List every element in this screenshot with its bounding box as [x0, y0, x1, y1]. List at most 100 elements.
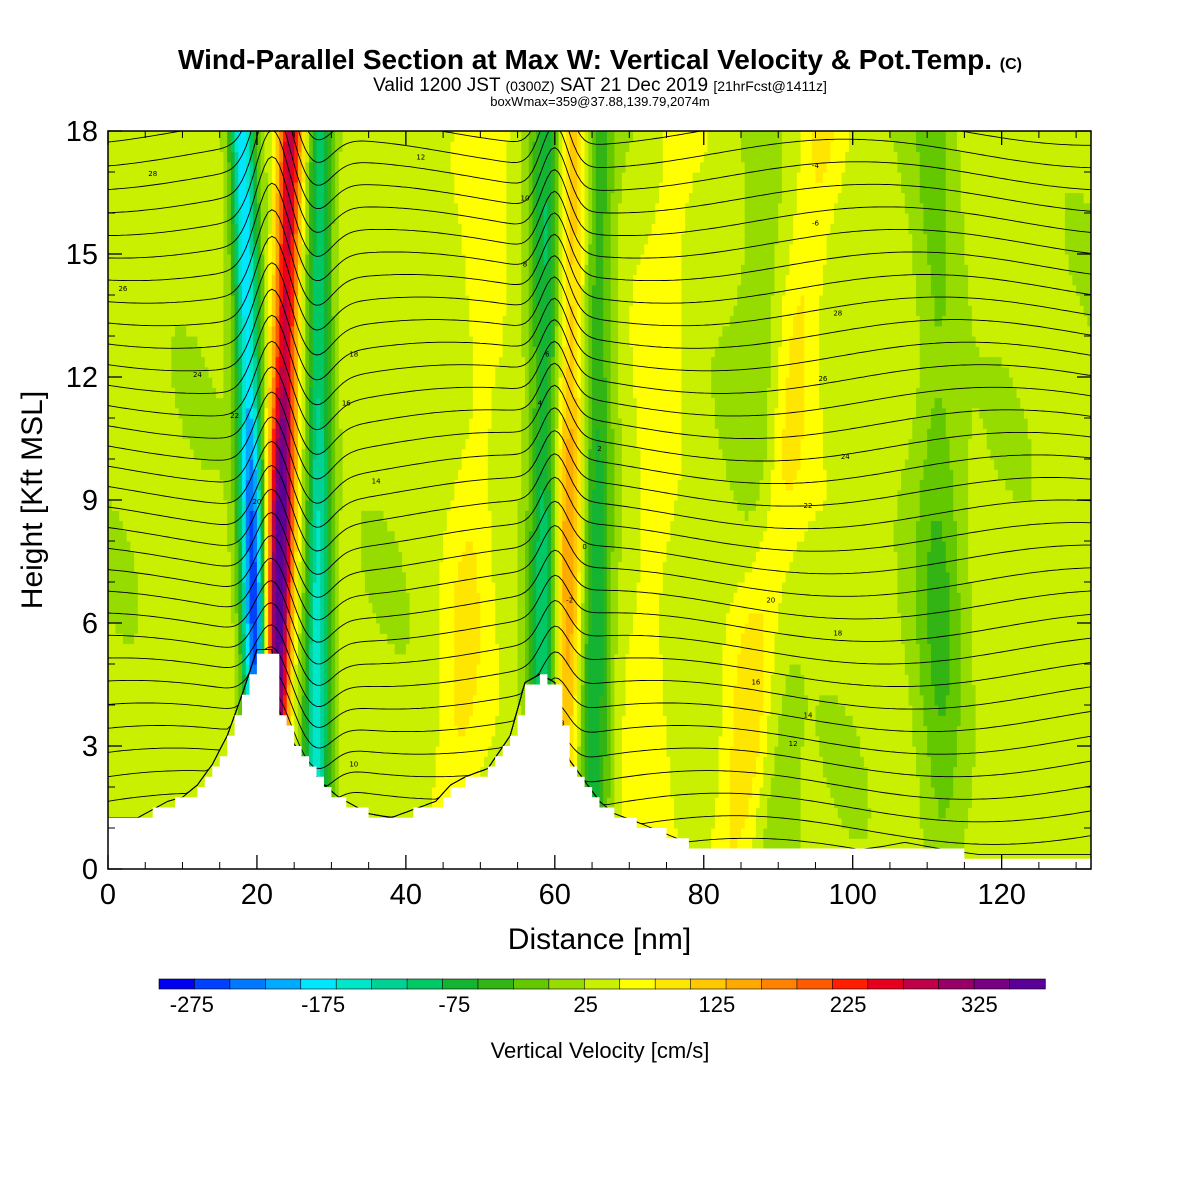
- velocity-cell: [320, 541, 325, 552]
- velocity-cell: [335, 131, 340, 142]
- velocity-cell: [342, 438, 347, 450]
- velocity-cell: [148, 305, 154, 317]
- velocity-cell: [197, 202, 202, 214]
- velocity-cell: [148, 756, 154, 768]
- velocity-cell: [309, 684, 314, 696]
- velocity-cell: [193, 787, 198, 798]
- velocity-cell: [223, 305, 228, 317]
- velocity-cell: [234, 428, 239, 440]
- velocity-cell: [175, 336, 180, 347]
- velocity-cell: [223, 479, 228, 491]
- velocity-cell: [323, 151, 329, 163]
- velocity-cell: [290, 172, 295, 183]
- velocity-cell: [227, 387, 232, 399]
- velocity-cell: [148, 582, 154, 593]
- velocity-cell: [323, 192, 329, 204]
- velocity-cell: [338, 213, 344, 224]
- velocity-cell: [145, 151, 150, 163]
- velocity-cell: [189, 571, 195, 583]
- velocity-cell: [145, 592, 150, 604]
- velocity-cell: [178, 684, 184, 696]
- velocity-cell: [301, 407, 306, 419]
- velocity-cell: [294, 182, 299, 194]
- velocity-cell: [115, 500, 120, 511]
- velocity-cell: [178, 295, 184, 306]
- velocity-cell: [357, 151, 362, 163]
- velocity-cell: [175, 674, 180, 686]
- velocity-cell: [271, 520, 277, 532]
- velocity-cell: [156, 213, 161, 224]
- velocity-cell: [130, 725, 135, 737]
- velocity-cell: [115, 612, 120, 624]
- velocity-cell: [215, 674, 221, 686]
- velocity-cell: [182, 397, 187, 409]
- velocity-cell: [126, 192, 131, 204]
- velocity-cell: [350, 377, 355, 388]
- velocity-cell: [305, 510, 310, 522]
- velocity-cell: [316, 131, 321, 142]
- velocity-cell: [141, 623, 146, 634]
- velocity-cell: [264, 182, 269, 194]
- velocity-cell: [141, 797, 146, 809]
- velocity-cell: [309, 500, 314, 511]
- velocity-cell: [201, 284, 206, 296]
- velocity-cell: [171, 356, 176, 368]
- velocity-cell: [249, 264, 254, 276]
- velocity-cell: [335, 223, 340, 235]
- velocity-cell: [178, 305, 184, 317]
- velocity-cell: [346, 510, 351, 522]
- velocity-cell: [242, 428, 247, 440]
- velocity-cell: [208, 448, 213, 460]
- velocity-cell: [294, 469, 299, 481]
- velocity-cell: [178, 243, 184, 255]
- velocity-cell: [152, 387, 157, 399]
- velocity-cell: [212, 428, 217, 440]
- velocity-cell: [309, 141, 314, 153]
- velocity-cell: [305, 735, 310, 747]
- velocity-cell: [148, 684, 154, 696]
- velocity-cell: [204, 315, 210, 327]
- velocity-cell: [219, 366, 225, 378]
- velocity-cell: [305, 469, 310, 481]
- velocity-cell: [208, 387, 213, 399]
- velocity-cell: [148, 807, 154, 819]
- velocity-cell: [108, 530, 113, 542]
- velocity-cell: [230, 520, 236, 532]
- velocity-cell: [256, 325, 262, 337]
- velocity-cell: [305, 233, 310, 245]
- velocity-cell: [331, 592, 336, 604]
- velocity-cell: [215, 438, 221, 450]
- velocity-cell: [182, 161, 187, 173]
- velocity-cell: [338, 623, 344, 634]
- velocity-cell: [111, 602, 117, 614]
- velocity-cell: [338, 664, 344, 675]
- velocity-cell: [189, 643, 195, 655]
- velocity-cell: [268, 233, 273, 245]
- velocity-cell: [346, 489, 351, 501]
- velocity-cell: [338, 377, 344, 388]
- velocity-cell: [134, 336, 139, 347]
- velocity-cell: [242, 448, 247, 460]
- velocity-cell: [230, 510, 236, 522]
- velocity-cell: [256, 397, 262, 409]
- velocity-cell: [175, 418, 180, 429]
- velocity-cell: [283, 377, 288, 388]
- velocity-cell: [279, 623, 284, 634]
- velocity-cell: [342, 602, 347, 614]
- velocity-cell: [301, 459, 306, 470]
- velocity-cell: [305, 407, 310, 419]
- velocity-cell: [108, 623, 113, 634]
- velocity-cell: [115, 151, 120, 163]
- velocity-cell: [350, 500, 355, 511]
- velocity-cell: [301, 725, 306, 737]
- velocity-cell: [204, 141, 210, 153]
- velocity-cell: [156, 336, 161, 347]
- velocity-cell: [309, 725, 314, 737]
- velocity-cell: [264, 479, 269, 491]
- velocity-cell: [256, 469, 262, 481]
- velocity-cell: [283, 213, 288, 224]
- velocity-cell: [323, 612, 329, 624]
- velocity-cell: [253, 448, 258, 460]
- velocity-cell: [122, 653, 128, 665]
- velocity-cell: [242, 243, 247, 255]
